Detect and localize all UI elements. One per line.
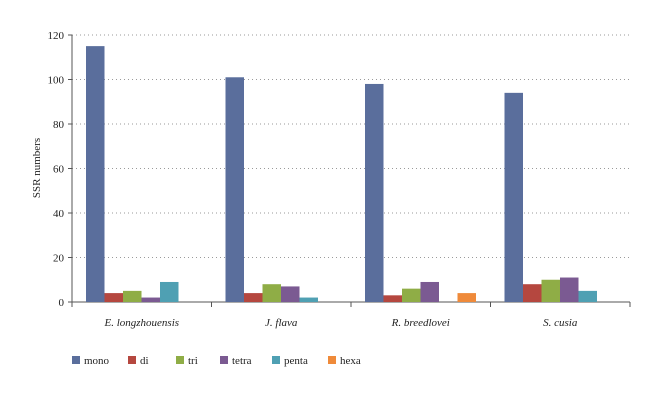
bar-penta-1 xyxy=(160,281,179,302)
x-category-label: E. longzhouensis xyxy=(103,317,179,329)
bar-tetra-1 xyxy=(141,297,160,302)
legend-label-tetra: tetra xyxy=(232,355,252,367)
bar-di-1 xyxy=(104,293,123,302)
bar-layer xyxy=(86,46,597,303)
bar-tri-2 xyxy=(262,284,281,302)
axis-layer xyxy=(68,34,631,307)
legend-swatch-tri xyxy=(176,356,184,364)
bar-tetra-4 xyxy=(560,277,579,302)
bar-hexa-3 xyxy=(457,293,476,302)
y-tick-label: 20 xyxy=(53,253,65,265)
y-tick-label: 40 xyxy=(53,208,65,220)
bar-tri-4 xyxy=(541,279,560,302)
bar-tri-3 xyxy=(402,288,421,302)
bar-tetra-2 xyxy=(281,286,300,302)
legend-swatch-tetra xyxy=(220,356,228,364)
x-category-label: J. flava xyxy=(265,317,298,329)
grid-layer xyxy=(72,34,630,258)
y-tick-label: 120 xyxy=(48,30,65,42)
legend-label-penta: penta xyxy=(284,355,308,367)
x-category-label: S. cusia xyxy=(543,317,578,329)
label-layer: 0 20 40 60 80 100 120 E. longzhouensis J. flava R… xyxy=(48,30,578,329)
y-tick-label: 60 xyxy=(53,164,65,176)
y-tick-label: 100 xyxy=(48,75,65,87)
legend-label-mono: mono xyxy=(84,355,110,367)
legend-swatch-mono xyxy=(72,356,80,364)
bar-mono-1 xyxy=(86,46,105,302)
bar-penta-4 xyxy=(578,290,597,302)
y-tick-label: 0 xyxy=(59,297,65,309)
bar-mono-2 xyxy=(225,77,244,303)
bar-di-2 xyxy=(244,293,263,302)
bar-tetra-3 xyxy=(420,281,439,302)
x-category-label: R. breedlovei xyxy=(391,317,450,329)
legend: mono di tri tetra penta hexa xyxy=(72,355,361,367)
bar-di-4 xyxy=(523,284,542,302)
legend-swatch-di xyxy=(128,356,136,364)
legend-label-hexa: hexa xyxy=(340,355,361,367)
bar-mono-3 xyxy=(365,83,384,302)
bar-di-3 xyxy=(383,295,402,302)
legend-swatch-hexa xyxy=(328,356,336,364)
y-tick-label: 80 xyxy=(53,119,65,131)
bar-mono-4 xyxy=(504,92,523,302)
bar-penta-2 xyxy=(299,297,318,302)
y-axis-title: SSR numbers xyxy=(31,138,43,198)
bar-tri-1 xyxy=(123,290,142,302)
legend-label-tri: tri xyxy=(188,355,198,367)
legend-label-di: di xyxy=(140,355,149,367)
legend-swatch-penta xyxy=(272,356,280,364)
